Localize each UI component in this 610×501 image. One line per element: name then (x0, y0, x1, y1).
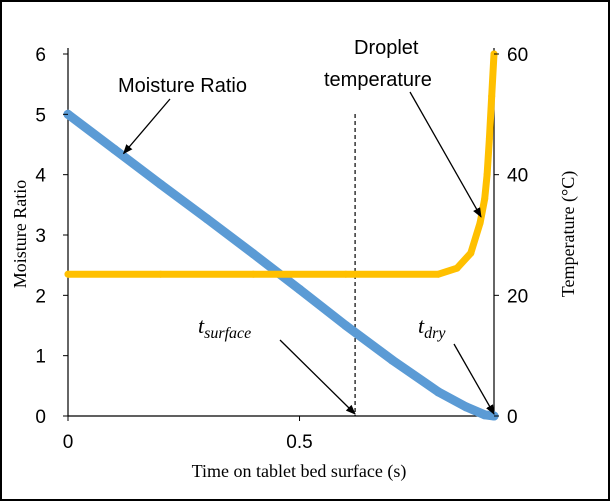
t-surface-base: t (198, 313, 205, 338)
series-point-0 (156, 179, 166, 189)
y-left-tick-label: 4 (35, 166, 46, 187)
series-point-0 (433, 387, 443, 397)
series-point-1 (434, 270, 442, 278)
series-point-0 (202, 214, 212, 224)
series-point-0 (248, 249, 258, 259)
t-surface-sub: surface (204, 325, 251, 342)
x-tick-label: 0.5 (286, 432, 312, 453)
x-axis-label: Time on tablet bed surface (s) (192, 461, 407, 482)
series-point-1 (64, 270, 72, 278)
y-left-tick-label: 1 (35, 347, 46, 368)
series-point-1 (467, 249, 475, 257)
y-left-tick-label: 3 (35, 226, 46, 247)
series-point-1 (249, 270, 257, 278)
annotation-moisture-ratio: Moisture Ratio (118, 75, 247, 97)
series-point-1 (476, 219, 484, 227)
y-axis-right-label: Temperature (°C) (558, 171, 579, 297)
x-tick-label: 0 (63, 432, 74, 453)
series-point-1 (483, 171, 491, 179)
series-point-0 (109, 144, 119, 154)
series-point-0 (295, 284, 304, 294)
annotation-t-surface: tsurface (198, 313, 251, 342)
annotation-droplet-line1: Droplet (354, 37, 419, 59)
series-line-0 (63, 109, 499, 421)
y-left-tick-label: 5 (35, 105, 46, 126)
arrow-droplet-temperature (409, 91, 482, 218)
t-dry-base: t (418, 313, 425, 338)
y-right-tick-label: 0 (507, 407, 518, 428)
series-layer (63, 50, 499, 421)
y-axis-left-label: Moisture Ratio (10, 180, 30, 289)
series-point-1 (157, 270, 165, 278)
y-left-tick-label: 6 (35, 45, 46, 66)
series-point-1 (453, 264, 461, 272)
series-point-0 (461, 402, 471, 412)
y-right-tick-label: 40 (507, 166, 528, 187)
series-point-0 (480, 410, 490, 420)
y-left-tick-label: 0 (35, 407, 46, 428)
series-point-0 (341, 321, 351, 330)
series-point-0 (387, 355, 397, 365)
annotations (122, 91, 495, 415)
annotation-t-dry: tdry (418, 313, 446, 342)
y-right-tick-label: 20 (507, 286, 528, 307)
y-right-tick-label: 60 (507, 45, 528, 66)
series-point-1 (488, 92, 496, 100)
series-point-1 (481, 195, 489, 203)
arrow-moisture-ratio (122, 98, 171, 155)
series-point-1 (342, 270, 350, 278)
arrow-t-surface (279, 339, 356, 415)
annotation-droplet-line2: temperature (324, 69, 432, 91)
series-point-1 (485, 135, 493, 142)
t-dry-sub: dry (424, 325, 446, 342)
y-left-tick-label: 2 (35, 286, 46, 307)
arrow-t-dry (453, 343, 495, 415)
axes (67, 48, 495, 417)
